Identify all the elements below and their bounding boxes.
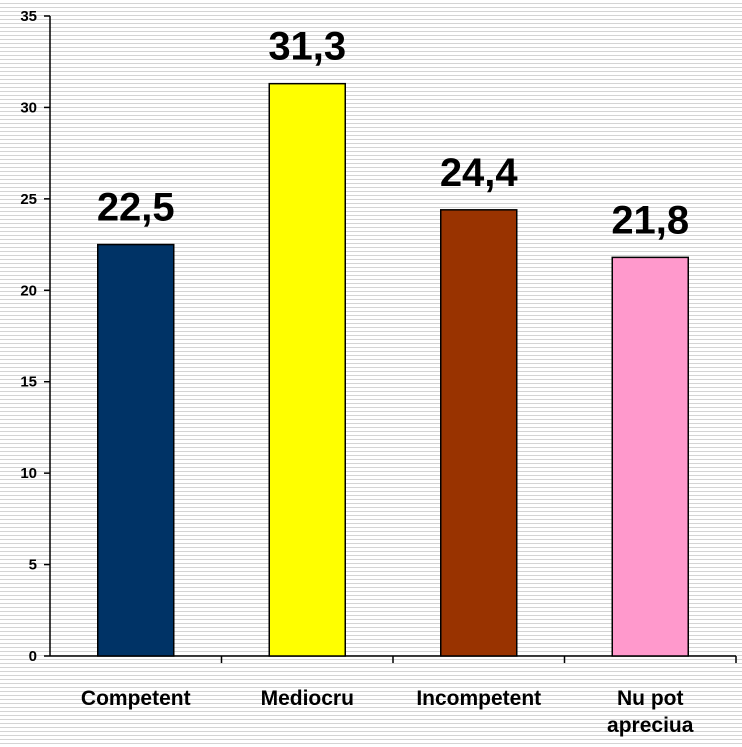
category-labels: Competent Mediocru Incompetent Nu pot apreci… — [81, 687, 694, 737]
y-tick-labels: 0 5 10 15 20 25 30 35 — [20, 8, 37, 665]
category-label: apreciua — [607, 714, 694, 737]
y-tick-label: 0 — [29, 648, 37, 665]
bar — [440, 209, 518, 657]
data-label: 22,5 — [97, 186, 175, 230]
y-tick-label: 25 — [20, 191, 37, 208]
data-label: 31,3 — [268, 25, 346, 69]
data-label: 24,4 — [440, 151, 519, 195]
y-tick-label: 15 — [20, 374, 37, 391]
data-labels: 22,5 31,3 24,4 21,8 — [97, 25, 689, 243]
bar — [611, 256, 689, 657]
y-tick-label: 10 — [20, 465, 37, 482]
y-tick-label: 35 — [20, 8, 37, 25]
bar — [268, 82, 346, 657]
category-label: Competent — [81, 687, 191, 710]
category-label: Nu pot — [617, 687, 683, 710]
chart-bars — [97, 82, 689, 657]
y-tick-label: 20 — [20, 282, 37, 299]
category-label: Mediocru — [261, 687, 354, 710]
bar — [97, 243, 175, 657]
y-tick-label: 5 — [29, 557, 37, 574]
category-label: Incompetent — [416, 687, 541, 710]
y-tick-label: 30 — [20, 99, 37, 116]
data-label: 21,8 — [611, 198, 689, 242]
